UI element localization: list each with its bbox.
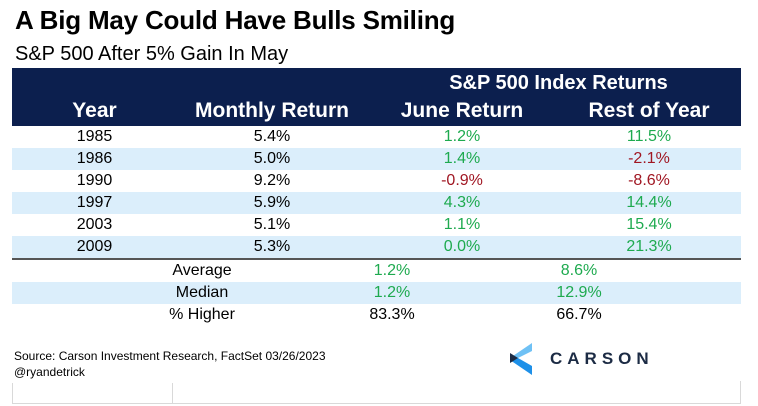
gridline xyxy=(12,383,13,403)
footer: Source: Carson Investment Research, Fact… xyxy=(14,348,326,380)
carson-chevron-logo-icon xyxy=(510,343,532,375)
year-cell: 2003 xyxy=(76,216,113,233)
rest-of-year-cell: 15.4% xyxy=(626,216,672,233)
june-return-cell: 1.1% xyxy=(443,216,481,233)
summary-rest-cell: 12.9% xyxy=(556,284,602,301)
returns-table: S&P 500 Index Returns Year Monthly Retur… xyxy=(12,68,741,326)
page-title: A Big May Could Have Bulls Smiling xyxy=(15,5,456,35)
monthly-return-cell: 5.1% xyxy=(253,216,291,233)
rest-of-year-cell: 21.3% xyxy=(626,238,672,255)
column-header-june-return: June Return xyxy=(400,99,524,122)
summary-label: Average xyxy=(172,262,232,279)
year-cell: 1985 xyxy=(76,128,113,145)
june-return-cell: -0.9% xyxy=(441,172,483,189)
column-header-rest-of-year: Rest of Year xyxy=(588,99,710,122)
summary-label: % Higher xyxy=(169,306,235,323)
table-row: 1997 5.9% 4.3% 14.4% xyxy=(12,192,741,214)
monthly-return-cell: 5.0% xyxy=(253,150,291,167)
gridline xyxy=(172,383,173,403)
year-cell: 1986 xyxy=(76,150,113,167)
june-return-cell: 0.0% xyxy=(443,238,481,255)
column-header-year: Year xyxy=(72,99,117,122)
gridline xyxy=(12,403,741,404)
rest-of-year-cell: -2.1% xyxy=(628,150,670,167)
table-row: 2009 5.3% 0.0% 21.3% xyxy=(12,236,741,258)
summary-divider xyxy=(12,258,741,260)
table-body: 1985 5.4% 1.2% 11.5% 1986 5.0% 1.4% -2.1% 1990 9.… xyxy=(12,126,741,258)
monthly-return-cell: 5.4% xyxy=(253,128,291,145)
summary-rest-cell: 66.7% xyxy=(556,306,602,323)
page-subtitle: S&P 500 After 5% Gain In May xyxy=(15,43,289,65)
column-header-monthly-return: Monthly Return xyxy=(195,99,349,122)
summary-june-cell: 83.3% xyxy=(369,306,415,323)
source-note: Source: Carson Investment Research, Fact… xyxy=(14,349,326,363)
table-row: 2003 5.1% 1.1% 15.4% xyxy=(12,214,741,236)
monthly-return-cell: 5.9% xyxy=(253,194,291,211)
summary-row: % Higher 83.3% 66.7% xyxy=(12,304,741,326)
monthly-return-cell: 9.2% xyxy=(253,172,291,189)
table-row: 1985 5.4% 1.2% 11.5% xyxy=(12,126,741,148)
table-row: 1986 5.0% 1.4% -2.1% xyxy=(12,148,741,170)
year-cell: 1997 xyxy=(76,194,113,211)
carson-logo-text: CARSON xyxy=(550,349,654,368)
summary-june-cell: 1.2% xyxy=(373,284,411,301)
summary-label: Median xyxy=(175,284,229,301)
monthly-return-cell: 5.3% xyxy=(253,238,291,255)
summary-row: Average 1.2% 8.6% xyxy=(12,260,741,282)
carson-logo: CARSON xyxy=(510,343,654,375)
year-cell: 1990 xyxy=(76,172,113,189)
gridline xyxy=(740,381,741,403)
table-summary: Average 1.2% 8.6% Median 1.2% 12.9% % Higher 83… xyxy=(12,260,741,326)
summary-row: Median 1.2% 12.9% xyxy=(12,282,741,304)
rest-of-year-cell: 11.5% xyxy=(626,128,672,145)
rest-of-year-cell: -8.6% xyxy=(628,172,670,189)
year-cell: 2009 xyxy=(76,238,113,255)
summary-june-cell: 1.2% xyxy=(373,262,411,279)
group-header: S&P 500 Index Returns xyxy=(449,72,668,94)
table-header: S&P 500 Index Returns Year Monthly Retur… xyxy=(12,68,741,126)
rest-of-year-cell: 14.4% xyxy=(626,194,672,211)
june-return-cell: 1.2% xyxy=(443,128,481,145)
june-return-cell: 1.4% xyxy=(443,150,481,167)
summary-rest-cell: 8.6% xyxy=(560,262,598,279)
june-return-cell: 4.3% xyxy=(443,194,481,211)
author-handle: @ryandetrick xyxy=(14,365,85,379)
table-row: 1990 9.2% -0.9% -8.6% xyxy=(12,170,741,192)
